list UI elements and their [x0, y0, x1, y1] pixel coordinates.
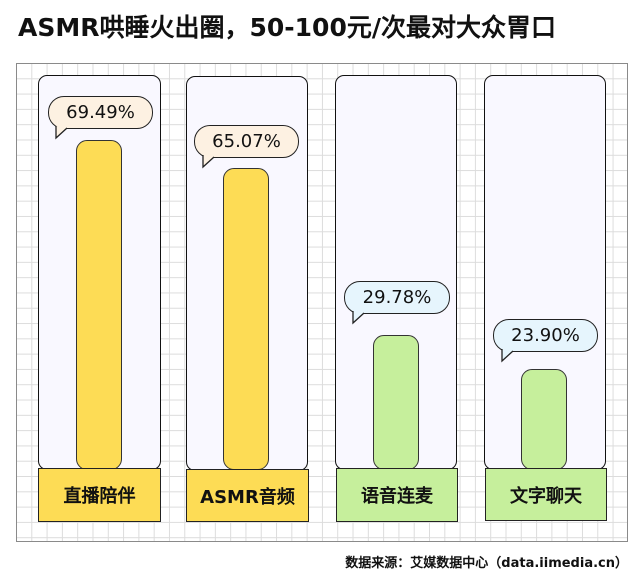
category-label-4: 文字聊天 — [485, 468, 607, 521]
data-source: 数据来源：艾媒数据中心（data.iimedia.cn） — [345, 556, 628, 571]
value-label-1: 69.49% — [66, 102, 135, 123]
value-label-2: 65.07% — [212, 131, 281, 152]
bubble-tail-2 — [202, 155, 215, 169]
category-label-3: 语音连麦 — [336, 468, 458, 522]
category-label-2: ASMR音频 — [186, 469, 309, 522]
chart-title: ASMR哄睡火出圈，50-100元/次最对大众胃口 — [18, 13, 556, 42]
category-label-1: 直播陪伴 — [38, 468, 161, 522]
value-bubble-1: 69.49% — [48, 96, 153, 129]
bar-3 — [373, 335, 419, 470]
bar-2 — [223, 168, 269, 470]
value-bubble-2: 65.07% — [194, 125, 299, 158]
bubble-tail-1 — [55, 126, 68, 140]
bubble-tail-3 — [352, 311, 365, 325]
bar-4 — [521, 369, 567, 470]
bubble-tail-4 — [501, 349, 514, 363]
column-card-4 — [484, 75, 606, 470]
value-bubble-3: 29.78% — [344, 281, 450, 314]
value-bubble-4: 23.90% — [493, 319, 598, 352]
bar-1 — [76, 140, 122, 470]
value-label-3: 29.78% — [362, 287, 432, 308]
value-label-4: 23.90% — [511, 325, 580, 346]
